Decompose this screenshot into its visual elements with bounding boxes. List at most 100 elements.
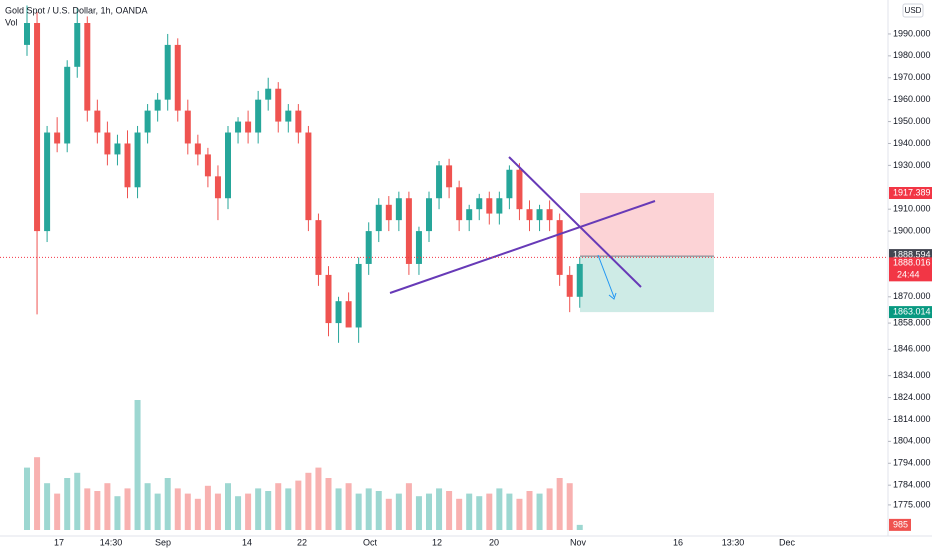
- volume-bar: [566, 483, 573, 530]
- candle-body: [466, 209, 473, 221]
- x-tick-label: 13:30: [722, 537, 745, 547]
- price-tag-label: 1863.014: [893, 306, 931, 316]
- candle-body: [426, 198, 432, 232]
- volume-bar: [365, 488, 372, 530]
- trend-line: [389, 200, 656, 294]
- volume-bar: [94, 491, 101, 530]
- candle-body: [184, 110, 191, 144]
- candle-body: [506, 169, 513, 199]
- y-tick-label: 1870.000: [893, 291, 931, 301]
- volume-bar: [536, 493, 543, 530]
- volume-bar: [576, 524, 583, 530]
- candle-body: [295, 110, 302, 133]
- candle-body: [566, 274, 573, 297]
- y-tick-label: 1940.000: [893, 138, 931, 148]
- volume-bar: [305, 472, 312, 530]
- candle-body: [255, 99, 262, 133]
- candle-body: [436, 165, 443, 199]
- candle-body: [375, 204, 382, 232]
- candle-body: [365, 231, 372, 264]
- volume-bar: [214, 493, 221, 530]
- volume-bar: [174, 488, 181, 530]
- candle-body: [275, 88, 282, 122]
- x-tick-label: 20: [489, 537, 499, 547]
- volume-bar: [355, 493, 362, 530]
- volume-bar: [235, 496, 242, 530]
- volume-bar: [405, 483, 412, 530]
- x-tick-label: 14: [242, 537, 252, 547]
- candle-body: [104, 132, 111, 155]
- volume-bar: [64, 478, 71, 530]
- y-tick-label: 1900.000: [893, 225, 931, 235]
- volume-bar: [34, 457, 41, 530]
- x-tick-label: 14:30: [100, 537, 123, 547]
- candle-body: [546, 209, 553, 221]
- x-tick-label: Dec: [779, 537, 796, 547]
- candle-body: [64, 66, 71, 144]
- volume-bar: [476, 496, 483, 530]
- volume-bar: [345, 483, 352, 530]
- volume-bar: [24, 467, 30, 530]
- candle-body: [345, 301, 352, 328]
- price-tag-label: 1888.594: [893, 249, 931, 259]
- candle-body: [325, 274, 332, 324]
- volume-bar: [295, 480, 302, 530]
- y-tick-label: 1858.000: [893, 317, 931, 327]
- price-tag: [889, 257, 932, 282]
- volume-bar: [456, 498, 463, 530]
- price-tag: [889, 306, 932, 319]
- volume-label: Vol: [5, 17, 18, 27]
- volume-bar: [446, 491, 453, 530]
- candle-body: [154, 99, 161, 111]
- trend-line: [508, 156, 642, 288]
- candle-body: [134, 132, 141, 188]
- price-tag-label: 1917.389: [893, 187, 931, 197]
- volume-bar: [104, 483, 111, 530]
- volume-bar: [285, 488, 292, 530]
- candle-body: [204, 154, 211, 177]
- volume-bar: [124, 488, 131, 530]
- candle-body: [415, 231, 422, 264]
- volume-bar: [325, 478, 332, 530]
- stop-zone: [580, 256, 714, 313]
- currency[interactable]: USD: [905, 6, 922, 15]
- y-tick-label: 1980.000: [893, 50, 931, 60]
- candle-body: [315, 220, 322, 275]
- volume-tag-label: 985: [893, 519, 908, 529]
- candle-body: [516, 169, 523, 210]
- volume-bar: [315, 467, 322, 530]
- volume-bar: [436, 488, 443, 530]
- volume-bar: [556, 478, 563, 530]
- volume-bar: [415, 496, 422, 530]
- candle-body: [335, 301, 342, 324]
- y-tick-label: 1775.000: [893, 499, 931, 509]
- candle-body: [265, 88, 272, 100]
- candle-body: [526, 209, 533, 221]
- y-tick-label: 1950.000: [893, 116, 931, 126]
- candle-body: [446, 165, 453, 188]
- y-tick-label: 1990.000: [893, 28, 931, 38]
- y-tick-label: 1784.000: [893, 480, 931, 490]
- candle-body: [34, 22, 41, 232]
- volume-bar: [335, 488, 342, 530]
- candle-body: [44, 132, 51, 232]
- candle-body: [94, 110, 101, 133]
- y-tick-label: 1930.000: [893, 160, 931, 170]
- candle-body: [285, 110, 292, 122]
- y-tick-label: 1834.000: [893, 370, 931, 380]
- volume-bar: [184, 493, 191, 530]
- volume-bar: [395, 493, 402, 530]
- candle-body: [496, 198, 503, 214]
- volume-bar: [164, 478, 171, 530]
- price-tag-label: 1888.016: [893, 258, 931, 268]
- currency-button[interactable]: [902, 3, 924, 18]
- candle-body: [54, 132, 61, 144]
- volume-bar: [265, 491, 272, 530]
- candle-body: [194, 143, 201, 155]
- arrow-head: [608, 292, 617, 300]
- candle-body: [74, 22, 81, 67]
- candle-body: [385, 204, 392, 221]
- candle-body: [144, 110, 151, 133]
